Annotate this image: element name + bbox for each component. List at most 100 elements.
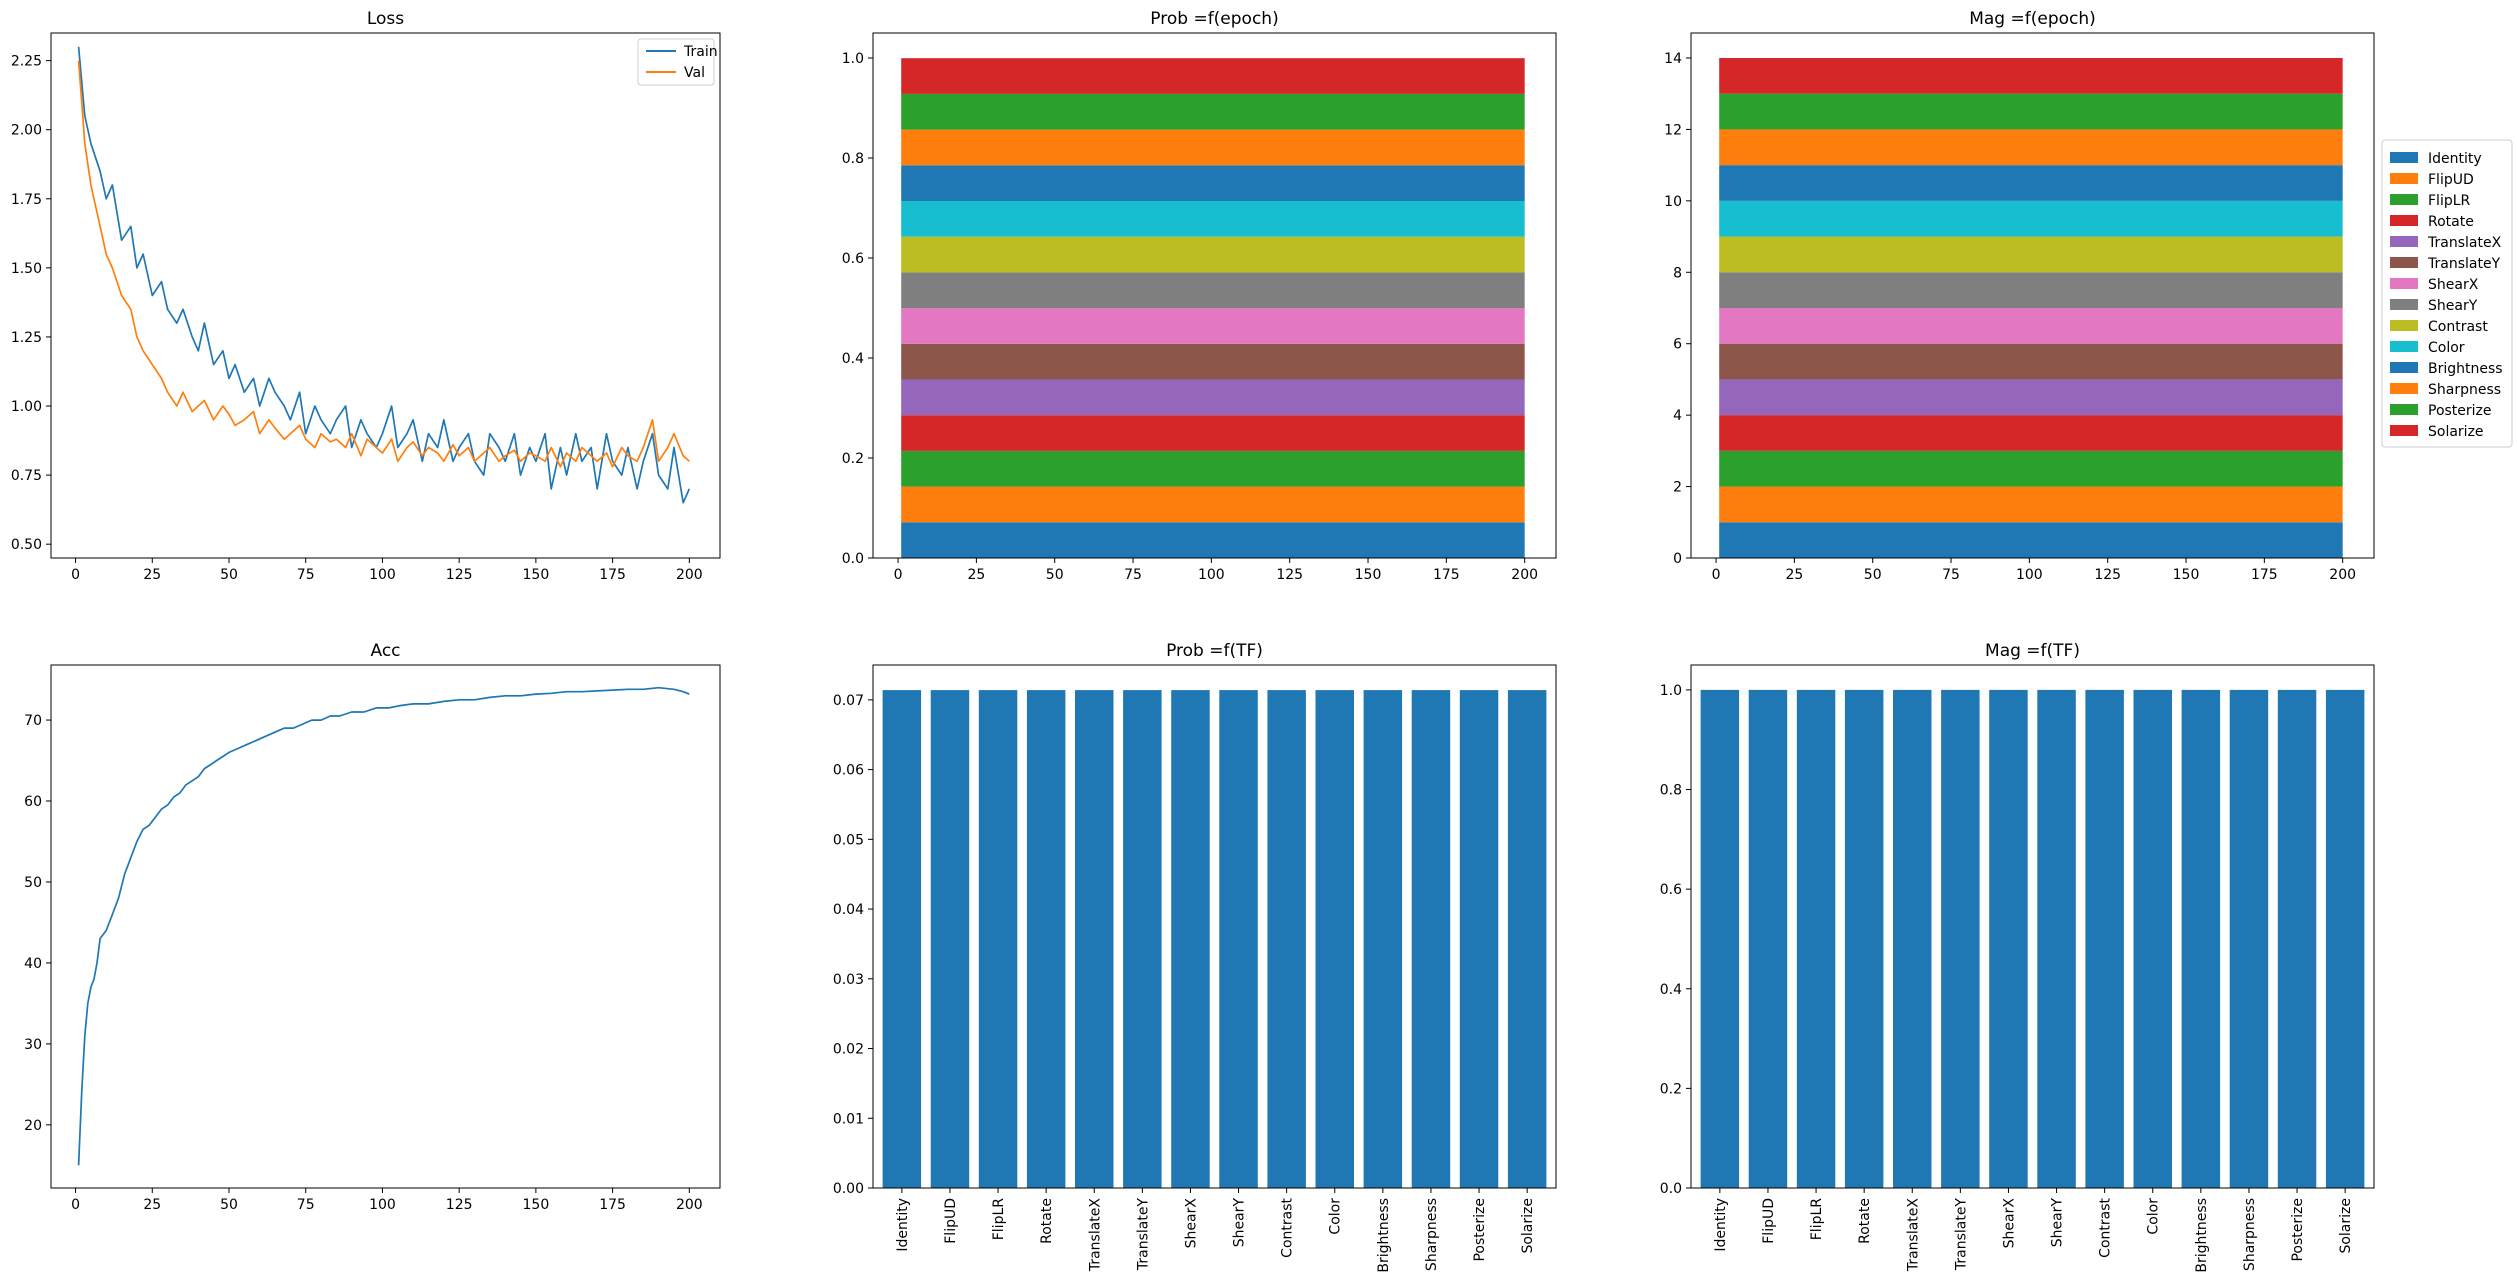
x-tick-label: TranslateX	[1087, 1198, 1103, 1273]
chart-title: Prob =f(epoch)	[1150, 9, 1278, 29]
band-rotate	[901, 415, 1525, 451]
legend-swatch	[2390, 257, 2418, 268]
y-tick-label: 0.50	[11, 537, 42, 553]
bar-translatex	[1893, 689, 1932, 1188]
y-tick-label: 1.75	[11, 192, 42, 208]
y-tick-label: 2.25	[11, 54, 42, 70]
axes-frame	[1690, 664, 2375, 1189]
band-contrast	[1719, 236, 2343, 273]
band-flipud	[901, 486, 1525, 523]
y-tick-label: 6	[1673, 337, 1682, 353]
legend-label: TranslateY	[2427, 256, 2501, 272]
x-tick-label: 0	[71, 567, 80, 583]
bar-identity	[1700, 689, 1740, 1188]
x-tick-label: 150	[523, 1197, 550, 1213]
legend-label: Identity	[2428, 151, 2482, 167]
x-tick-label: 200	[676, 1197, 703, 1213]
x-tick-label: 150	[2173, 567, 2200, 583]
y-tick-label: 1.50	[11, 261, 42, 277]
bar-flipud	[930, 690, 970, 1188]
y-tick-label: 70	[24, 713, 42, 729]
bar-translatey	[1123, 690, 1162, 1188]
chart-title: Mag =f(TF)	[1985, 641, 2080, 661]
y-tick-label: 2.00	[11, 123, 42, 139]
x-tick-label: 100	[369, 1197, 396, 1213]
bar-solarize	[1507, 690, 1547, 1188]
x-tick-label: 125	[1276, 567, 1303, 583]
x-tick-label: TranslateX	[1905, 1198, 1921, 1273]
chart-title: Loss	[367, 9, 404, 29]
bar-shearx	[1989, 689, 2028, 1188]
band-brightness	[901, 165, 1525, 201]
x-tick-label: 175	[1433, 567, 1460, 583]
bar-sharpness	[2229, 689, 2269, 1188]
legend-label: Sharpness	[2428, 382, 2501, 398]
band-translatey	[1719, 343, 2343, 380]
bar-sheary	[1219, 690, 1258, 1188]
bar-fliplr	[978, 690, 1018, 1188]
legend-swatch	[2390, 278, 2418, 289]
axes-frame	[1690, 32, 2375, 559]
band-fliplr	[1719, 450, 2343, 487]
x-tick-label: Rotate	[1857, 1198, 1873, 1244]
legend-label: Color	[2428, 340, 2465, 356]
band-translatex	[1719, 379, 2343, 416]
y-tick-label: 0	[1673, 551, 1682, 567]
y-tick-label: 0.6	[1660, 882, 1682, 898]
bar-shearx	[1171, 690, 1210, 1188]
series-line-train	[77, 46, 691, 504]
x-tick-label: ShearX	[2001, 1198, 2017, 1249]
legend-swatch	[2390, 236, 2418, 247]
band-contrast	[901, 236, 1525, 273]
band-flipud	[1719, 486, 2343, 523]
y-tick-label: 14	[1664, 51, 1682, 67]
x-tick-label: Brightness	[1376, 1198, 1392, 1273]
x-tick-label: 0	[894, 567, 903, 583]
band-shearx	[1719, 308, 2343, 344]
legend-label: Contrast	[2428, 319, 2488, 335]
legend-label: Solarize	[2428, 424, 2484, 440]
bar-posterize	[2277, 689, 2317, 1188]
x-tick-label: Contrast	[2098, 1197, 2114, 1257]
axes-frame	[50, 32, 721, 559]
legend-swatch	[2390, 383, 2418, 394]
y-tick-label: 0.05	[833, 832, 864, 848]
chart-prob_epoch: 0 25 50 75 100 125 150 175 200 0.0 0.2 0.4 0.6 0.8 1.0…	[842, 9, 1557, 583]
axes-frame	[50, 664, 721, 1189]
y-tick-label: 0.2	[1660, 1081, 1682, 1097]
legend: Identity FlipUD FlipLR Rotate TranslateX Tran…	[2381, 139, 2513, 448]
y-tick-label: 4	[1673, 408, 1682, 424]
y-tick-label: 0.01	[833, 1111, 864, 1127]
x-tick-label: Sharpness	[1424, 1198, 1440, 1271]
x-tick-label: 100	[1198, 567, 1225, 583]
y-tick-label: 1.0	[842, 51, 864, 67]
x-tick-label: 75	[297, 1197, 315, 1213]
y-tick-label: 10	[1664, 194, 1682, 210]
x-tick-label: 100	[2016, 567, 2043, 583]
bar-brightness	[1363, 690, 1403, 1188]
y-tick-label: 0.0	[1660, 1181, 1682, 1197]
band-posterize	[1719, 93, 2343, 130]
chart-loss: 0 25 50 75 100 125 150 175 200 0.50 0.75 1.00 1.25 1.…	[11, 9, 721, 583]
band-shearx	[901, 308, 1525, 344]
legend-swatch	[2390, 215, 2418, 226]
y-tick-label: 30	[24, 1037, 42, 1053]
y-tick-label: 0.06	[833, 763, 864, 779]
legend-swatch	[2390, 425, 2418, 436]
x-tick-label: 175	[599, 1197, 626, 1213]
x-tick-label: ShearX	[1183, 1198, 1199, 1249]
x-tick-label: Identity	[895, 1198, 911, 1252]
y-tick-label: 0.8	[1660, 783, 1682, 799]
band-color	[1719, 200, 2343, 237]
legend-label: FlipUD	[2428, 172, 2474, 188]
y-tick-label: 8	[1673, 265, 1682, 281]
x-tick-label: Rotate	[1039, 1198, 1055, 1244]
legend-label: ShearX	[2428, 277, 2479, 293]
x-tick-label: 25	[1785, 567, 1803, 583]
x-tick-label: FlipLR	[1809, 1198, 1825, 1241]
x-tick-label: 50	[220, 567, 238, 583]
legend: Train Val	[637, 38, 718, 86]
x-tick-label: 25	[967, 567, 985, 583]
x-tick-label: Contrast	[1280, 1197, 1296, 1257]
x-tick-label: TranslateY	[1953, 1198, 1969, 1272]
